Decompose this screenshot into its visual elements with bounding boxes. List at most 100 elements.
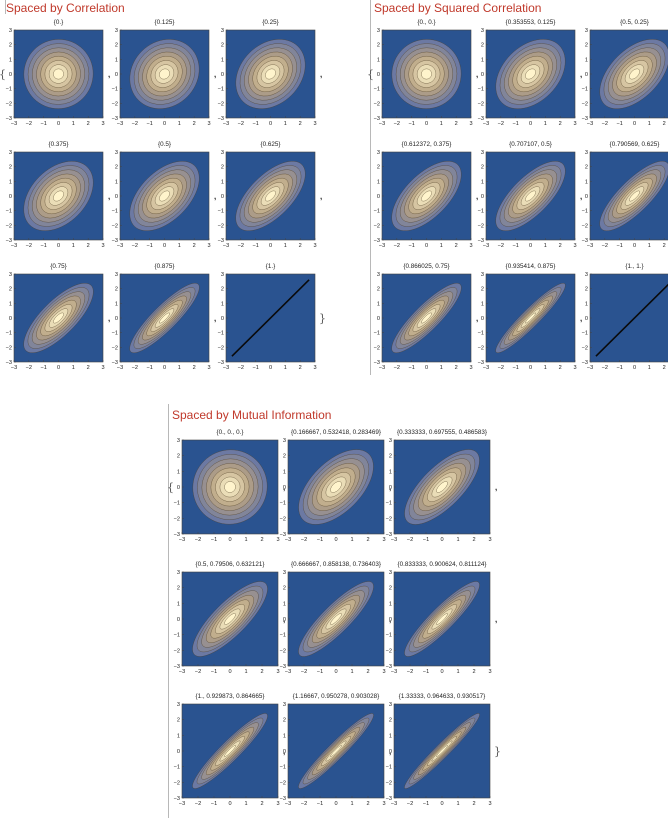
y-tick-label: 1 — [389, 601, 392, 607]
x-tick-label: 0 — [57, 365, 60, 371]
x-tick-label: −2 — [132, 121, 138, 127]
y-tick-label: 1 — [221, 57, 224, 63]
x-tick-label: 0 — [269, 243, 272, 249]
contour-level — [421, 68, 432, 80]
y-tick-label: −2 — [112, 223, 118, 229]
x-tick-label: 0 — [334, 669, 337, 675]
list-separator: , — [214, 192, 216, 201]
y-tick-label: −1 — [582, 331, 588, 337]
x-tick-label: −2 — [301, 669, 307, 675]
y-tick-label: −2 — [112, 101, 118, 107]
y-tick-label: −3 — [582, 360, 588, 366]
y-tick-label: −2 — [6, 101, 12, 107]
y-tick-label: 0 — [377, 194, 380, 200]
close-brace: } — [319, 312, 326, 325]
y-tick-label: 2 — [481, 165, 484, 171]
x-tick-label: −1 — [423, 669, 429, 675]
y-tick-label: −3 — [386, 796, 392, 802]
plot-label: {0.375} — [49, 141, 69, 148]
x-tick-label: −1 — [40, 121, 46, 127]
x-tick-label: −1 — [616, 243, 622, 249]
plot-label: {0.333333, 0.697555, 0.486583} — [397, 429, 487, 436]
x-tick-label: −1 — [40, 365, 46, 371]
y-tick-label: −2 — [174, 780, 180, 786]
plot-label: {0.25} — [262, 19, 278, 26]
x-tick-label: 3 — [382, 801, 385, 807]
list-separator: , — [283, 483, 285, 492]
plot-label: {0.866025, 0.75} — [403, 263, 449, 270]
y-tick-label: −3 — [478, 238, 484, 244]
y-tick-label: 3 — [115, 272, 118, 278]
x-tick-label: 2 — [472, 669, 475, 675]
plot-label: {1.33333, 0.964633, 0.930517} — [399, 693, 486, 700]
list-separator: , — [214, 314, 216, 323]
y-tick-label: −3 — [174, 796, 180, 802]
divider-left — [5, 0, 6, 14]
x-tick-label: −1 — [252, 121, 258, 127]
y-tick-label: 2 — [481, 43, 484, 49]
y-tick-label: 0 — [221, 316, 224, 322]
plot-label: {0.5} — [158, 141, 171, 148]
contour-level — [224, 481, 236, 493]
x-tick-label: −1 — [317, 801, 323, 807]
contour-level — [421, 190, 432, 202]
y-tick-label: −1 — [374, 87, 380, 93]
y-tick-label: 2 — [389, 586, 392, 592]
contour-level — [436, 481, 448, 493]
y-tick-label: −3 — [582, 116, 588, 122]
contour-level — [53, 190, 64, 202]
y-tick-label: 3 — [481, 272, 484, 278]
x-tick-label: −2 — [195, 801, 201, 807]
y-tick-label: 0 — [177, 749, 180, 755]
section-title-correlation: Spaced by Correlation — [6, 1, 125, 15]
y-tick-label: 1 — [9, 57, 12, 63]
y-tick-label: −3 — [6, 116, 12, 122]
y-tick-label: 1 — [115, 179, 118, 185]
y-tick-label: 3 — [377, 28, 380, 34]
y-tick-label: 0 — [481, 194, 484, 200]
close-brace: } — [494, 745, 501, 758]
contour-level — [159, 312, 170, 324]
plot-label: {1.} — [266, 263, 275, 270]
x-tick-label: 3 — [207, 121, 210, 127]
contour-plot: −3 −2 −1 0 1 2 3 −3 −2 −1 0 1 2 3 {0.612372, 0.375}, — [374, 141, 479, 249]
x-tick-label: 1 — [648, 243, 651, 249]
x-tick-label: 0 — [529, 121, 532, 127]
y-tick-label: 0 — [585, 72, 588, 78]
x-tick-label: −1 — [146, 243, 152, 249]
x-tick-label: 0 — [163, 121, 166, 127]
x-tick-label: 2 — [260, 537, 263, 543]
y-tick-label: −2 — [218, 345, 224, 351]
y-tick-label: 2 — [481, 287, 484, 293]
x-tick-label: −2 — [602, 365, 608, 371]
divider-bottom — [168, 404, 169, 818]
y-tick-label: −3 — [582, 238, 588, 244]
plot-label: {0.833333, 0.900624, 0.811124} — [397, 561, 486, 568]
list-separator: , — [476, 192, 478, 201]
x-tick-label: 3 — [101, 121, 104, 127]
x-tick-label: 0 — [425, 243, 428, 249]
y-tick-label: 1 — [481, 57, 484, 63]
contour-level — [436, 745, 448, 757]
list-separator: , — [476, 314, 478, 323]
x-tick-label: −1 — [317, 669, 323, 675]
y-tick-label: 2 — [221, 43, 224, 49]
x-tick-label: 3 — [313, 121, 316, 127]
x-tick-label: 0 — [269, 121, 272, 127]
y-tick-label: 3 — [177, 702, 180, 708]
y-tick-label: 3 — [9, 28, 12, 34]
x-tick-label: 1 — [440, 365, 443, 371]
x-tick-label: −3 — [483, 365, 489, 371]
list-separator: , — [495, 615, 497, 624]
x-tick-label: −2 — [195, 537, 201, 543]
y-tick-label: 1 — [177, 601, 180, 607]
y-tick-label: −1 — [386, 633, 392, 639]
contour-plot: −3 −2 −1 0 1 2 3 −3 −2 −1 0 1 2 3 {0.875}, — [112, 263, 217, 371]
x-tick-label: −2 — [132, 243, 138, 249]
x-tick-label: 2 — [472, 801, 475, 807]
y-tick-label: −2 — [478, 101, 484, 107]
contour-plot: −3 −2 −1 0 1 2 3 −3 −2 −1 0 1 2 3 {0., 0.}, { — [367, 19, 478, 127]
